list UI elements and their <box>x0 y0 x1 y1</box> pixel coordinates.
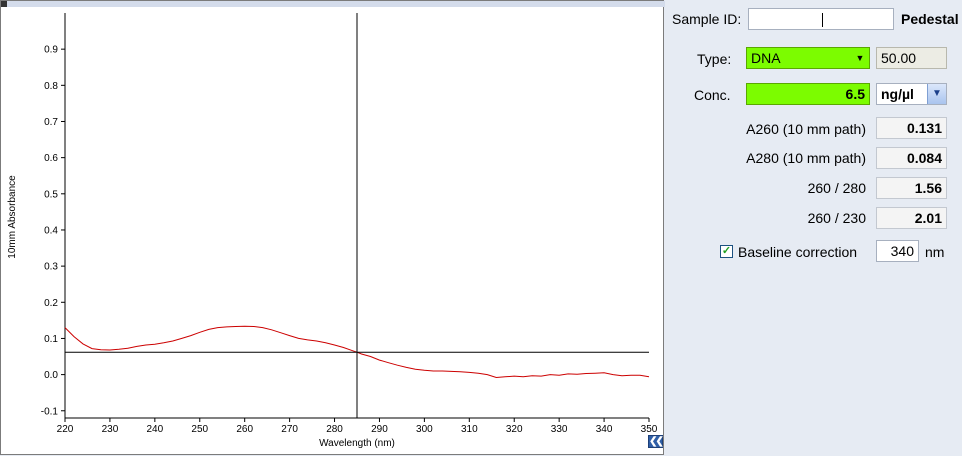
crosshair-cursor[interactable] <box>65 13 649 418</box>
reading-value-text: 0.131 <box>906 120 942 136</box>
absorbance-chart[interactable]: 220 230 240 250 260 270 280 290 300 310 320 330 340 3… <box>1 1 665 456</box>
y-axis-ticks: -0.1 0.0 0.1 0.2 0.3 0.4 0.5 0.6 0.7 0.8 0.9 <box>41 45 65 417</box>
reading-value-text: 0.084 <box>906 150 942 166</box>
chevron-down-icon: ▼ <box>855 53 865 63</box>
window-handle-icon <box>1 1 7 7</box>
baseline-correction-checkbox[interactable]: ✓ <box>720 245 733 258</box>
reading-label-260-280: 260 / 280 <box>807 180 866 196</box>
measurement-mode-label: Pedestal <box>901 11 959 27</box>
x-tick-label: 240 <box>147 424 164 435</box>
spectrum-chart-pane: 220 230 240 250 260 270 280 290 300 310 320 330 340 3… <box>0 0 665 456</box>
collapse-panel-button[interactable]: ❮❮ <box>648 435 664 448</box>
type-factor-field: 50.00 <box>876 47 947 69</box>
baseline-wavelength-value: 340 <box>890 243 914 259</box>
x-tick-label: 220 <box>57 424 74 435</box>
x-tick-label: 290 <box>371 424 388 435</box>
y-tick-label: 0.2 <box>44 298 58 309</box>
x-tick-label: 300 <box>416 424 433 435</box>
chevron-down-icon: ▼ <box>927 84 946 104</box>
text-caret <box>822 13 823 27</box>
x-tick-label: 310 <box>461 424 478 435</box>
x-tick-label: 270 <box>281 424 298 435</box>
x-tick-label: 230 <box>102 424 119 435</box>
y-tick-label: 0.4 <box>44 225 58 236</box>
reading-value-text: 2.01 <box>914 210 942 226</box>
y-axis-title: 10mm Absorbance <box>7 175 18 259</box>
y-tick-label: 0.3 <box>44 262 58 273</box>
y-tick-label: 0.8 <box>44 81 58 92</box>
y-tick-label: 0.5 <box>44 189 58 200</box>
reading-value-260-280: 1.56 <box>876 177 947 199</box>
sample-id-label: Sample ID: <box>672 11 742 27</box>
baseline-unit-label: nm <box>925 244 945 260</box>
x-tick-label: 280 <box>326 424 343 435</box>
type-dropdown[interactable]: DNA ▼ <box>746 47 870 69</box>
conc-unit-value: ng/µl <box>881 86 914 102</box>
y-tick-label: 0.7 <box>44 117 58 128</box>
x-tick-label: 340 <box>596 424 613 435</box>
x-axis-ticks: 220 230 240 250 260 270 280 290 300 310 320 330 340 3… <box>57 418 658 435</box>
x-tick-label: 330 <box>551 424 568 435</box>
x-axis-title: Wavelength (nm) <box>319 438 395 449</box>
reading-value-text: 1.56 <box>914 180 942 196</box>
reading-value-a280: 0.084 <box>876 147 947 169</box>
y-tick-label: 0.1 <box>44 334 58 345</box>
type-dropdown-value: DNA <box>751 50 781 66</box>
reading-label-260-230: 260 / 230 <box>807 210 866 226</box>
y-tick-label: 0.6 <box>44 153 58 164</box>
type-label: Type: <box>697 51 732 67</box>
y-tick-label: 0.9 <box>44 45 58 56</box>
baseline-wavelength-input[interactable]: 340 <box>876 240 919 262</box>
y-tick-label: 0.0 <box>44 370 58 381</box>
double-chevron-left-icon: ❮❮ <box>649 436 664 447</box>
reading-value-a260: 0.131 <box>876 117 947 139</box>
checkmark-icon: ✓ <box>721 245 732 257</box>
baseline-correction-label: Baseline correction <box>738 244 858 260</box>
conc-value-field: 6.5 <box>746 83 870 105</box>
type-factor-value: 50.00 <box>881 50 917 66</box>
x-tick-label: 260 <box>236 424 253 435</box>
conc-label: Conc. <box>694 87 731 103</box>
y-tick-label: -0.1 <box>41 406 59 417</box>
sample-id-input[interactable] <box>748 8 894 30</box>
conc-unit-dropdown[interactable]: ng/µl ▼ <box>876 83 947 105</box>
chart-title-bar <box>1 1 665 7</box>
x-tick-label: 320 <box>506 424 523 435</box>
reading-value-260-230: 2.01 <box>876 207 947 229</box>
x-tick-label: 350 <box>641 424 658 435</box>
conc-value: 6.5 <box>845 86 865 102</box>
reading-label-a260: A260 (10 mm path) <box>746 121 866 137</box>
reading-label-a280: A280 (10 mm path) <box>746 150 866 166</box>
x-tick-label: 250 <box>191 424 208 435</box>
